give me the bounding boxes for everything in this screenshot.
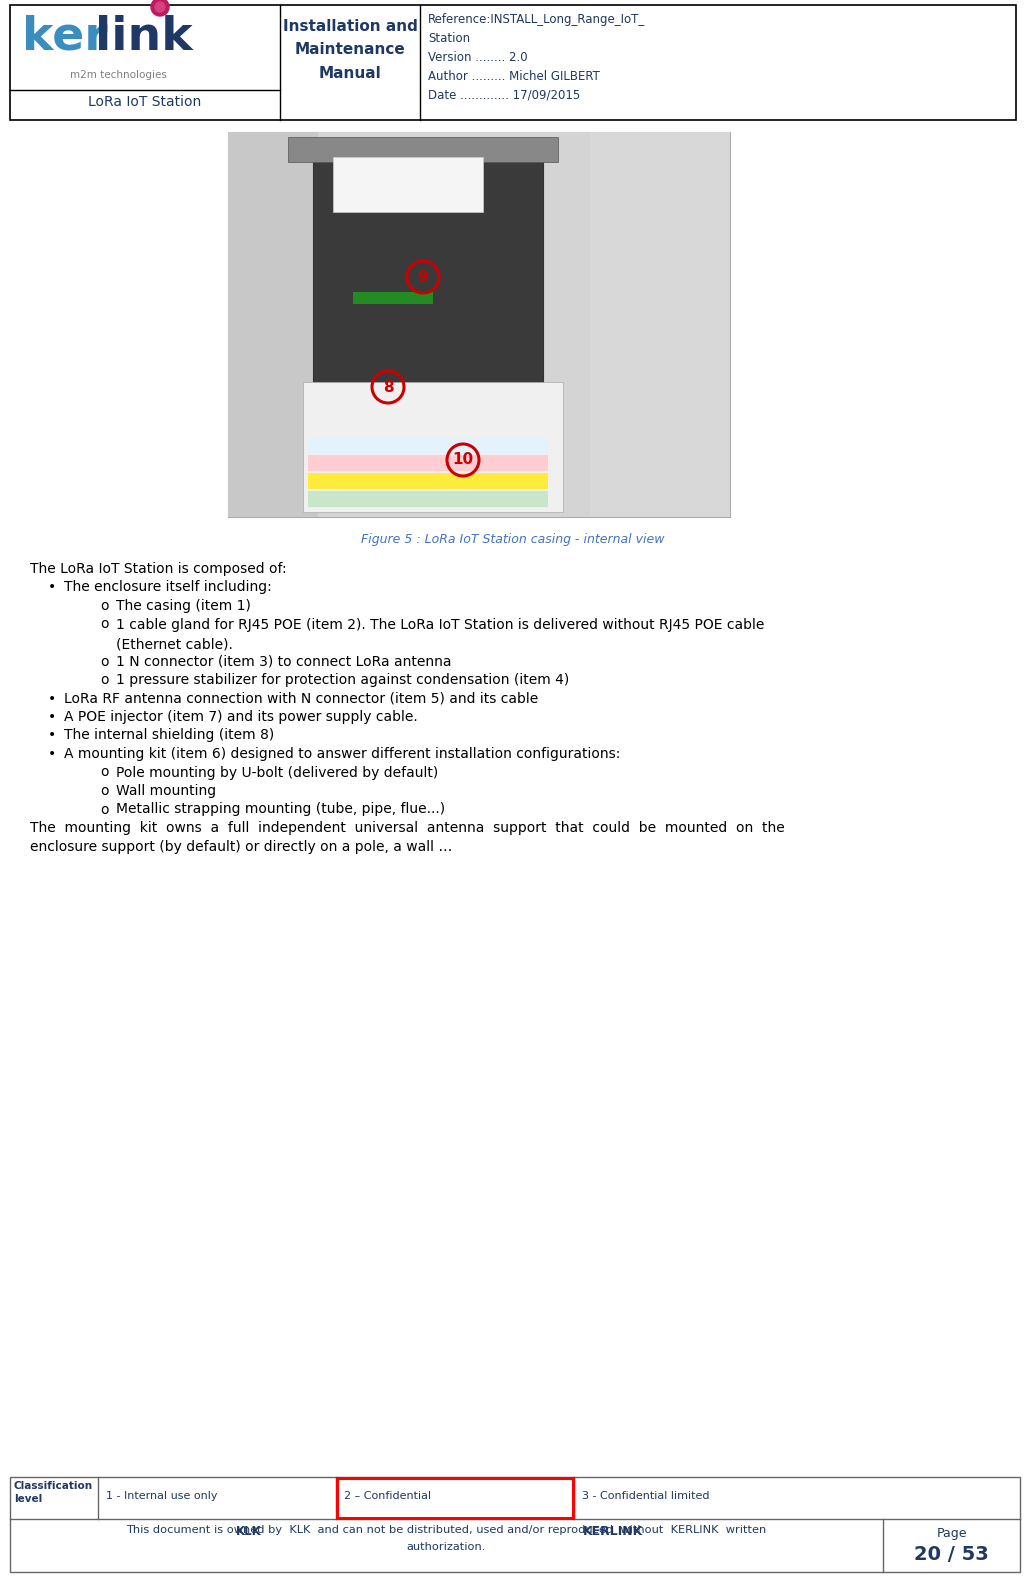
Text: 3 - Confidential limited: 3 - Confidential limited	[582, 1490, 710, 1501]
Text: 1 - Internal use only: 1 - Internal use only	[106, 1490, 218, 1501]
Bar	[228, 132, 731, 517]
Text: ker: ker	[22, 16, 108, 60]
Bar	[308, 456, 548, 472]
Text: This document is owned by  KLK  and can not be distributed, used and/or reproduc: This document is owned by KLK and can no…	[126, 1525, 766, 1534]
Text: Figure 5 : LoRa IoT Station casing - internal view: Figure 5 : LoRa IoT Station casing - int…	[361, 533, 665, 546]
Text: A mounting kit (item 6) designed to answer different installation configurations: A mounting kit (item 6) designed to answ…	[64, 747, 621, 762]
Bar	[308, 473, 548, 489]
Bar	[313, 142, 543, 407]
Text: •: •	[48, 710, 56, 724]
Circle shape	[155, 2, 165, 13]
Bar	[308, 437, 548, 453]
Text: o: o	[100, 765, 109, 779]
Text: 2 – Confidential: 2 – Confidential	[344, 1490, 431, 1501]
Bar	[228, 132, 731, 517]
Bar	[337, 1478, 573, 1519]
Text: The LoRa IoT Station is composed of:: The LoRa IoT Station is composed of:	[30, 561, 286, 576]
Text: o: o	[100, 618, 109, 631]
Text: authorization.: authorization.	[407, 1542, 486, 1552]
Text: Installation and
Maintenance
Manual: Installation and Maintenance Manual	[282, 19, 418, 80]
Text: The enclosure itself including:: The enclosure itself including:	[64, 580, 272, 595]
Text: Pole mounting by U-bolt (delivered by default): Pole mounting by U-bolt (delivered by de…	[116, 765, 438, 779]
Text: 1 N connector (item 3) to connect LoRa antenna: 1 N connector (item 3) to connect LoRa a…	[116, 654, 451, 669]
Text: •: •	[48, 580, 56, 595]
Bar	[308, 490, 548, 506]
Text: Version ........ 2.0: Version ........ 2.0	[428, 50, 527, 65]
Bar	[10, 1478, 1020, 1572]
Text: o: o	[100, 803, 109, 817]
Text: o: o	[100, 784, 109, 798]
Text: 1 cable gland for RJ45 POE (item 2). The LoRa IoT Station is delivered without R: 1 cable gland for RJ45 POE (item 2). The…	[116, 618, 764, 651]
Text: LoRa IoT Station: LoRa IoT Station	[88, 95, 202, 109]
Text: 9: 9	[418, 270, 428, 284]
Bar	[353, 292, 433, 304]
Text: LoRa RF antenna connection with N connector (item 5) and its cable: LoRa RF antenna connection with N connec…	[64, 691, 539, 705]
Text: The casing (item 1): The casing (item 1)	[116, 599, 251, 613]
Text: o: o	[100, 654, 109, 669]
Text: Date ............. 17/09/2015: Date ............. 17/09/2015	[428, 88, 581, 103]
Text: m2m technologies: m2m technologies	[70, 69, 167, 80]
Text: Classification
level: Classification level	[14, 1481, 93, 1504]
Text: Page: Page	[937, 1527, 966, 1541]
Text: The internal shielding (item 8): The internal shielding (item 8)	[64, 729, 274, 743]
Text: link: link	[95, 16, 193, 60]
Bar	[303, 382, 563, 513]
Text: •: •	[48, 729, 56, 743]
Bar	[288, 137, 558, 162]
Text: A POE injector (item 7) and its power supply cable.: A POE injector (item 7) and its power su…	[64, 710, 418, 724]
Text: Reference:INSTALL_Long_Range_IoT_: Reference:INSTALL_Long_Range_IoT_	[428, 13, 645, 25]
Text: Author ......... Michel GILBERT: Author ......... Michel GILBERT	[428, 69, 600, 84]
Circle shape	[151, 0, 169, 16]
Text: •: •	[48, 691, 56, 705]
Bar	[10, 5, 1016, 120]
Text: o: o	[100, 599, 109, 613]
Text: Wall mounting: Wall mounting	[116, 784, 216, 798]
Text: KLK: KLK	[236, 1525, 262, 1538]
Text: •: •	[48, 747, 56, 762]
Text: 10: 10	[452, 453, 474, 467]
Text: KERLINK: KERLINK	[584, 1525, 643, 1538]
Bar	[590, 132, 731, 517]
Bar	[228, 132, 318, 517]
Text: Metallic strapping mounting (tube, pipe, flue...): Metallic strapping mounting (tube, pipe,…	[116, 803, 445, 817]
Text: o: o	[100, 673, 109, 688]
Text: Station: Station	[428, 32, 470, 46]
Text: 8: 8	[383, 380, 393, 394]
Text: The  mounting  kit  owns  a  full  independent  universal  antenna  support  tha: The mounting kit owns a full independent…	[30, 822, 785, 855]
Text: 1 pressure stabilizer for protection against condensation (item 4): 1 pressure stabilizer for protection aga…	[116, 673, 569, 688]
Text: 20 / 53: 20 / 53	[914, 1545, 989, 1564]
Bar	[333, 158, 483, 211]
